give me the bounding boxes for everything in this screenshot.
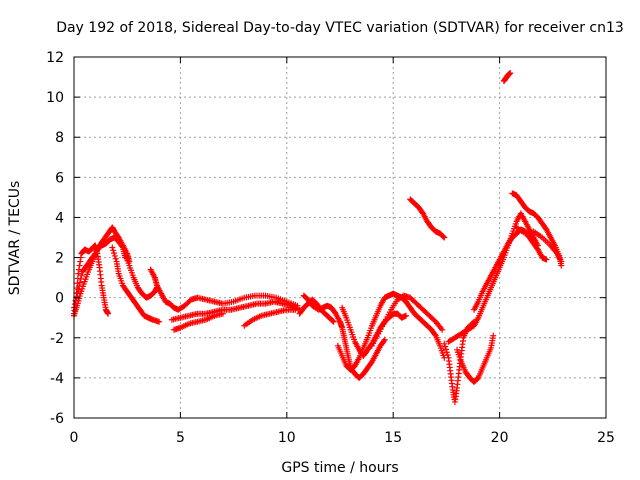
data-point <box>490 332 497 339</box>
y-tick-label: 0 <box>55 291 64 307</box>
data-point <box>111 250 118 257</box>
y-tick-label: 2 <box>55 251 64 267</box>
x-axis-label: GPS time / hours <box>281 460 398 476</box>
y-tick-label: -6 <box>50 411 64 427</box>
data-point <box>439 326 446 333</box>
data-point <box>507 70 514 77</box>
data-point <box>441 234 448 241</box>
data-point <box>78 272 85 279</box>
data-point <box>330 318 337 325</box>
data-point <box>109 244 116 251</box>
data-point <box>444 352 451 359</box>
chart-title: Day 192 of 2018, Sidereal Day-to-day VTE… <box>56 20 624 36</box>
y-tick-label: -4 <box>50 371 64 387</box>
data-point <box>119 243 126 250</box>
data-point <box>380 337 387 344</box>
grid <box>74 57 606 418</box>
data-point <box>442 346 449 353</box>
series-track-12 <box>339 304 409 359</box>
data-series-group <box>71 70 565 405</box>
series-track-22 <box>513 224 565 265</box>
y-tick-label: 8 <box>55 130 64 146</box>
series-track-09 <box>241 306 299 329</box>
data-point <box>402 312 409 319</box>
data-point <box>76 262 83 269</box>
data-point <box>111 252 118 259</box>
data-point <box>441 340 448 347</box>
data-point <box>440 233 447 240</box>
series-track-20 <box>500 70 514 85</box>
y-axis-label: SDTVAR / TECUs <box>7 181 23 296</box>
data-point <box>381 336 388 343</box>
series-track-08 <box>171 310 226 333</box>
series-track-03 <box>71 234 129 319</box>
data-point <box>431 331 438 338</box>
x-tick-label: 10 <box>278 430 296 446</box>
series-track-06 <box>147 266 301 313</box>
data-point <box>105 310 112 317</box>
data-point <box>329 317 336 324</box>
x-tick-label: 5 <box>176 430 185 446</box>
x-tick-label: 15 <box>384 430 402 446</box>
data-point <box>112 255 119 262</box>
data-point <box>219 310 226 317</box>
data-point <box>75 266 82 273</box>
data-point <box>75 270 82 277</box>
series-track-05 <box>122 250 160 301</box>
x-tick-label: 20 <box>491 430 509 446</box>
data-point <box>156 318 163 325</box>
y-tick-label: 12 <box>46 50 64 66</box>
data-point <box>558 258 565 265</box>
tick-labels: 0 5 10 15 20 25 -6 -4 -2 0 2 4 6 8 10 12 <box>46 50 615 446</box>
series-track-18 <box>454 332 497 385</box>
data-point <box>543 256 550 263</box>
tick-marks <box>73 56 607 419</box>
data-point <box>110 247 117 254</box>
y-tick-label: 4 <box>55 210 64 226</box>
data-point <box>443 349 450 356</box>
x-tick-label: 25 <box>597 430 615 446</box>
y-tick-label: 6 <box>55 170 64 186</box>
series-track-04 <box>109 244 163 325</box>
plot-frame <box>73 56 607 419</box>
series-track-15 <box>407 196 448 241</box>
data-point <box>292 306 299 313</box>
series-track-21 <box>509 190 565 269</box>
series-track-13 <box>334 290 448 373</box>
data-point <box>77 258 84 265</box>
series-track-11 <box>300 292 388 381</box>
data-point <box>442 343 449 350</box>
y-tick-label: -2 <box>50 331 64 347</box>
series-track-14 <box>368 292 446 349</box>
x-tick-label: 0 <box>70 430 79 446</box>
y-tick-label: 10 <box>46 90 64 106</box>
series-track-19 <box>471 226 550 313</box>
data-point <box>76 279 83 286</box>
